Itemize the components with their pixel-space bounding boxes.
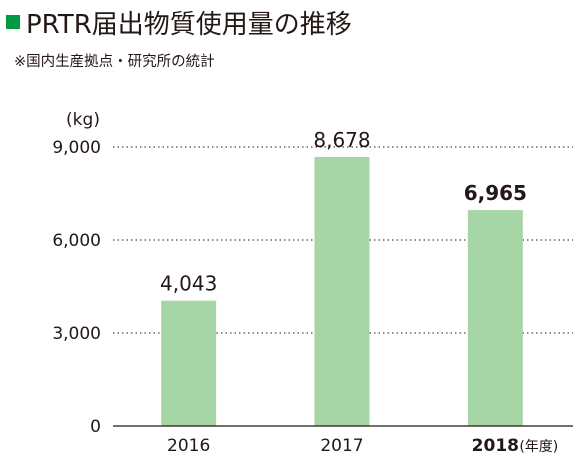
data-label: 4,043 — [160, 272, 217, 296]
data-label: 8,678 — [313, 128, 370, 152]
y-tick-label: 3,000 — [52, 324, 101, 344]
chart-title: PRTR届出物質使用量の推移 — [6, 4, 352, 40]
x-tick-labels: 2016 2017 2018 (年度) — [167, 436, 558, 456]
x-tick-label: 2017 — [320, 436, 363, 456]
data-labels: 4,043 8,678 6,965 — [160, 128, 527, 296]
y-tick-labels: 0 3,000 6,000 9,000 — [52, 138, 101, 437]
bar — [467, 210, 523, 426]
title-text: PRTR届出物質使用量の推移 — [26, 9, 352, 40]
title-marker-square — [6, 15, 20, 29]
bars — [161, 156, 523, 426]
y-tick-label: 0 — [90, 417, 101, 437]
x-axis-unit-label: (年度) — [519, 439, 558, 455]
data-label: 6,965 — [464, 181, 527, 205]
bar — [161, 300, 217, 426]
bar — [314, 156, 370, 426]
y-tick-label: 9,000 — [52, 138, 101, 158]
y-axis-unit-label: (kg) — [66, 110, 100, 130]
x-tick-label: 2016 — [167, 436, 210, 456]
chart-subtitle: ※国内生産拠点・研究所の統計 — [14, 54, 215, 70]
x-tick-label: 2018 — [472, 436, 519, 456]
y-tick-label: 6,000 — [52, 231, 101, 251]
